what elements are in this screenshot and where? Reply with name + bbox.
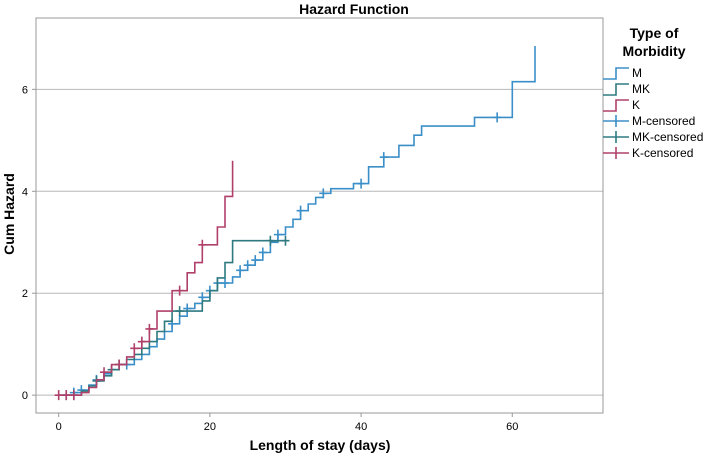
series-group [54,46,536,401]
censored-mark-m [296,205,305,216]
legend-item: K-censored [603,146,693,160]
legend-swatch-censored [603,131,629,143]
legend-swatch-line [603,83,629,96]
censored-mark-m [183,303,192,314]
censored-mark-mk [281,235,290,246]
series-k [54,160,234,401]
legend-label: M [632,66,642,80]
series-line-mk [58,239,286,397]
censored-mark-m [273,229,282,240]
legend-item: K [603,98,640,112]
censored-mark-mk [175,306,184,317]
censored-mark-m [236,265,245,276]
censored-mark-k [137,336,146,347]
legend-swatch-censored [603,147,629,159]
legend-item: MK-censored [603,130,703,144]
legend-title-line-1: Type of [630,25,679,41]
grid-lines [36,88,603,396]
censored-mark-k [198,239,207,250]
censored-mark-k [145,323,154,334]
legend-items: M MK K M-censored MK-censored K-censored [603,66,703,160]
legend-item: M-censored [603,114,695,128]
censored-mark-k [100,367,109,378]
censored-mark-m [357,178,366,189]
censored-mark-mk [266,235,275,246]
censored-mark-k [69,390,78,401]
series-line-k [58,160,234,397]
censored-mark-k [54,390,63,401]
y-axis-title: Cum Hazard [1,173,17,255]
y-tick-label: 0 [22,390,28,402]
x-tick-label: 0 [56,421,62,433]
censored-mark-k [175,285,184,296]
censored-mark-m [221,278,229,289]
legend-label: M-censored [632,114,695,128]
chart-title: Hazard Function [299,1,409,17]
censored-mark-m [493,112,502,123]
censored-mark-k [115,359,124,370]
censored-mark-k [130,343,139,354]
censored-mark-m [319,188,328,199]
x-tick-label: 40 [355,421,367,433]
axis-ticks: 0 20 40 60 0 2 4 6 [22,84,519,433]
series-m [58,46,536,401]
censored-mark-m [243,260,252,271]
series-line-m [58,46,536,397]
legend-label: MK [632,82,650,96]
legend: Type of Morbidity M MK K M-censored MK-censo… [603,25,703,160]
legend-label: K [632,98,640,112]
x-tick-label: 60 [506,421,518,433]
legend-item: M [603,66,642,80]
censored-mark-k [62,390,71,401]
x-tick-label: 20 [204,421,216,433]
x-axis-title: Length of stay (days) [250,437,391,453]
legend-label: MK-censored [632,130,703,144]
y-tick-label: 4 [22,186,28,198]
y-tick-label: 6 [22,84,28,96]
legend-swatch-line [603,67,629,80]
legend-title-line-2: Morbidity [623,43,686,59]
censored-mark-m [379,152,388,163]
legend-label: K-censored [632,146,693,160]
legend-swatch-line [603,99,629,112]
plot-frame [35,17,604,414]
y-tick-label: 2 [22,288,28,300]
legend-swatch-censored [603,115,629,127]
censored-mark-m [258,247,267,258]
censored-mark-m [251,255,260,266]
legend-item: MK [603,82,650,96]
